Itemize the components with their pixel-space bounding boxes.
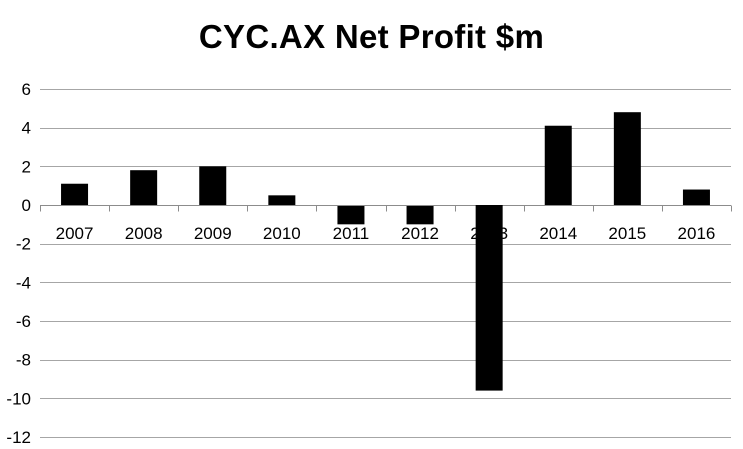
bar-2014 xyxy=(544,125,572,205)
y-tick-label: 0 xyxy=(22,196,31,215)
y-tick-label: -2 xyxy=(16,235,31,254)
x-tick-label: 2011 xyxy=(333,224,370,243)
y-tick-label: -8 xyxy=(16,351,31,370)
y-tick-label: -10 xyxy=(6,389,31,408)
chart-title: CYC.AX Net Profit $m xyxy=(198,18,545,55)
x-tick-label: 2010 xyxy=(263,224,301,243)
x-axis xyxy=(40,205,732,212)
x-axis-ticks: 2007200820092010201120122013201420152016 xyxy=(56,224,716,243)
y-tick-label: -12 xyxy=(6,428,31,447)
bar-2012 xyxy=(406,205,434,225)
x-tick-label: 2014 xyxy=(539,224,577,243)
y-tick-label: 4 xyxy=(22,119,31,138)
bar-2011 xyxy=(337,205,365,225)
bar-2007 xyxy=(61,183,89,205)
y-tick-label: -4 xyxy=(16,273,31,292)
y-axis-ticks: 6 4 2 0 -2 -4 -6 -8 -10 -12 xyxy=(6,80,31,447)
x-tick-label: 2009 xyxy=(194,224,232,243)
x-tick-label: 2007 xyxy=(56,224,94,243)
bar-2010 xyxy=(268,195,296,205)
y-tick-label: -6 xyxy=(16,312,31,331)
y-tick-label: 6 xyxy=(22,80,31,99)
y-tick-label: 2 xyxy=(22,157,31,176)
bar-2015 xyxy=(613,112,641,205)
bar-2008 xyxy=(130,170,158,205)
x-tick-label: 2016 xyxy=(678,224,716,243)
gridlines xyxy=(40,89,731,438)
bar-2013 xyxy=(475,205,503,391)
bars xyxy=(61,112,710,225)
x-tick-label: 2012 xyxy=(401,224,439,243)
bar-2009 xyxy=(199,166,227,205)
x-tick-label: 2015 xyxy=(608,224,646,243)
x-tick-label: 2008 xyxy=(125,224,163,243)
bar-2016 xyxy=(682,189,710,205)
